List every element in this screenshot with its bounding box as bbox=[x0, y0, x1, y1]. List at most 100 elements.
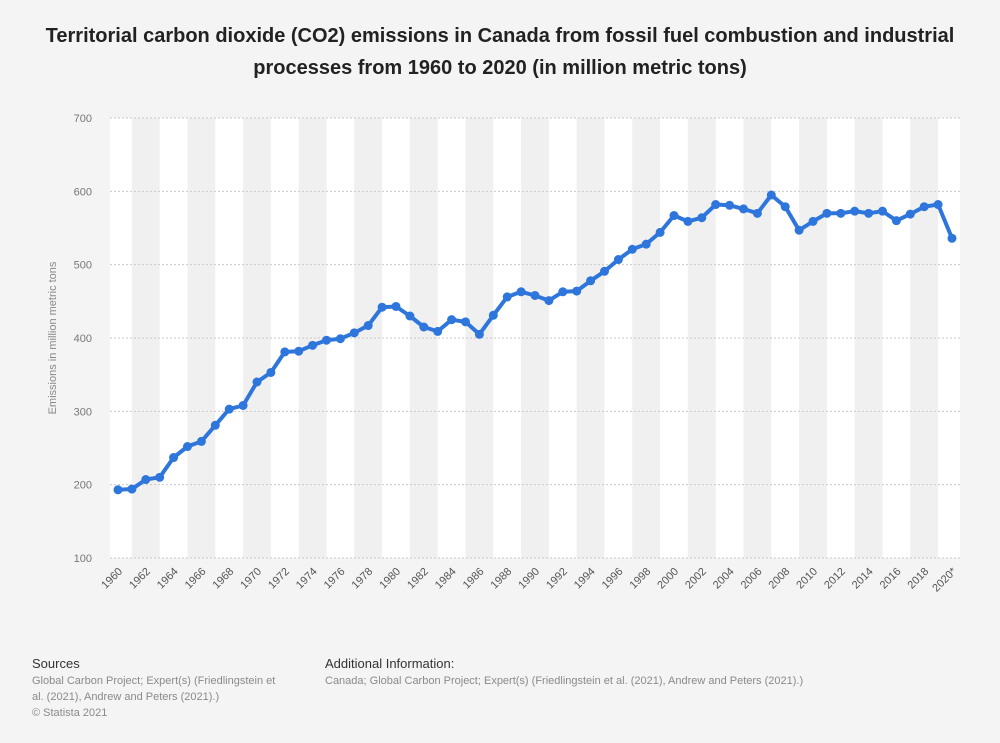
data-point[interactable] bbox=[335, 334, 345, 344]
x-tick-label: 1982 bbox=[405, 566, 431, 592]
data-point[interactable] bbox=[683, 216, 693, 226]
y-tick-label: 100 bbox=[74, 553, 92, 565]
data-point[interactable] bbox=[836, 208, 846, 218]
x-tick-label: 2010 bbox=[794, 566, 820, 592]
data-point[interactable] bbox=[169, 453, 179, 463]
data-point[interactable] bbox=[266, 367, 276, 377]
sources-block: Sources Global Carbon Project; Expert(s)… bbox=[32, 655, 312, 721]
data-point[interactable] bbox=[238, 400, 248, 410]
data-point[interactable] bbox=[905, 209, 915, 219]
data-point[interactable] bbox=[474, 329, 484, 339]
x-tick-label: 1990 bbox=[516, 566, 542, 592]
additional-information-block: Additional Information: Canada; Global C… bbox=[325, 655, 965, 689]
data-point[interactable] bbox=[822, 208, 832, 218]
data-point[interactable] bbox=[544, 296, 554, 306]
gridlines bbox=[110, 117, 960, 559]
y-tick-label: 500 bbox=[74, 260, 92, 272]
data-point[interactable] bbox=[669, 211, 679, 221]
x-tick-label: 1974 bbox=[294, 566, 320, 592]
x-tick-label: 2000 bbox=[655, 566, 681, 592]
x-tick-label: 1972 bbox=[266, 566, 292, 592]
data-point[interactable] bbox=[405, 311, 415, 321]
x-tick-label: 1992 bbox=[544, 566, 570, 592]
x-tick-label: 1980 bbox=[377, 566, 403, 592]
y-tick-label: 300 bbox=[74, 406, 92, 418]
data-point[interactable] bbox=[349, 328, 359, 338]
data-point[interactable] bbox=[127, 484, 137, 494]
x-tick-label: 2014 bbox=[850, 566, 876, 592]
data-point[interactable] bbox=[752, 208, 762, 218]
x-tick-label: 1978 bbox=[350, 566, 376, 592]
data-point[interactable] bbox=[322, 335, 331, 345]
data-point[interactable] bbox=[363, 321, 373, 331]
data-point[interactable] bbox=[808, 216, 818, 226]
x-tick-label: 2012 bbox=[822, 566, 848, 592]
data-point[interactable] bbox=[850, 206, 860, 216]
y-tick-label: 600 bbox=[74, 186, 92, 198]
data-point[interactable] bbox=[600, 266, 609, 276]
data-point[interactable] bbox=[725, 200, 735, 210]
data-point[interactable] bbox=[308, 340, 318, 350]
data-point[interactable] bbox=[113, 485, 123, 495]
data-point[interactable] bbox=[697, 213, 707, 223]
y-axis-label: Emissions in million metric tons bbox=[47, 261, 59, 414]
data-point[interactable] bbox=[488, 310, 498, 320]
x-tick-label: 2008 bbox=[767, 566, 793, 592]
data-point[interactable] bbox=[461, 317, 470, 327]
data-point[interactable] bbox=[502, 292, 512, 302]
series-emissions bbox=[113, 190, 957, 495]
data-point[interactable] bbox=[947, 233, 957, 243]
additional-information-heading: Additional Information: bbox=[325, 656, 455, 671]
data-point[interactable] bbox=[641, 239, 651, 249]
data-point[interactable] bbox=[711, 200, 721, 210]
data-point[interactable] bbox=[433, 326, 443, 336]
data-point[interactable] bbox=[530, 290, 540, 300]
x-tick-label: 1998 bbox=[628, 566, 654, 592]
data-point[interactable] bbox=[933, 200, 943, 210]
data-point[interactable] bbox=[794, 225, 804, 235]
data-point[interactable] bbox=[655, 227, 665, 237]
x-tick-label: 2006 bbox=[739, 566, 765, 592]
data-point[interactable] bbox=[627, 244, 637, 254]
sources-heading: Sources bbox=[32, 656, 80, 671]
data-point[interactable] bbox=[613, 255, 623, 265]
data-point[interactable] bbox=[586, 276, 596, 286]
x-tick-label: 1976 bbox=[322, 566, 348, 592]
data-point[interactable] bbox=[878, 206, 887, 216]
x-tick-label: 1994 bbox=[572, 566, 598, 592]
data-point[interactable] bbox=[919, 202, 929, 212]
y-axis-ticks: 100 200 300 400 500 600 700 bbox=[74, 113, 92, 565]
x-tick-label: 1970 bbox=[238, 566, 264, 592]
y-tick-label: 700 bbox=[74, 113, 92, 125]
data-point[interactable] bbox=[864, 208, 874, 218]
x-tick-label: 1988 bbox=[489, 566, 515, 592]
data-point[interactable] bbox=[141, 475, 151, 485]
data-point[interactable] bbox=[294, 346, 304, 356]
data-point[interactable] bbox=[252, 377, 262, 387]
data-point[interactable] bbox=[391, 301, 401, 311]
additional-information-text: Canada; Global Carbon Project; Expert(s)… bbox=[325, 675, 804, 687]
data-point[interactable] bbox=[447, 315, 457, 325]
data-point[interactable] bbox=[558, 287, 568, 297]
data-point[interactable] bbox=[224, 404, 234, 414]
data-point[interactable] bbox=[419, 322, 429, 332]
data-point[interactable] bbox=[572, 286, 582, 296]
y-tick-label: 400 bbox=[74, 333, 92, 345]
data-point[interactable] bbox=[516, 287, 526, 297]
data-point[interactable] bbox=[780, 202, 790, 212]
data-point[interactable] bbox=[891, 216, 901, 226]
data-point[interactable] bbox=[155, 472, 165, 482]
data-point[interactable] bbox=[739, 204, 748, 214]
data-point[interactable] bbox=[196, 436, 206, 446]
data-point[interactable] bbox=[280, 347, 290, 357]
data-point[interactable] bbox=[210, 420, 220, 430]
x-tick-label: 1986 bbox=[461, 566, 487, 592]
x-tick-label: 1996 bbox=[600, 566, 626, 592]
data-point[interactable] bbox=[183, 442, 192, 452]
x-tick-label: 1964 bbox=[155, 566, 181, 592]
data-point[interactable] bbox=[377, 302, 387, 312]
x-tick-label: 2018 bbox=[906, 566, 932, 592]
data-point[interactable] bbox=[766, 190, 776, 200]
x-tick-label: 1984 bbox=[433, 566, 459, 592]
